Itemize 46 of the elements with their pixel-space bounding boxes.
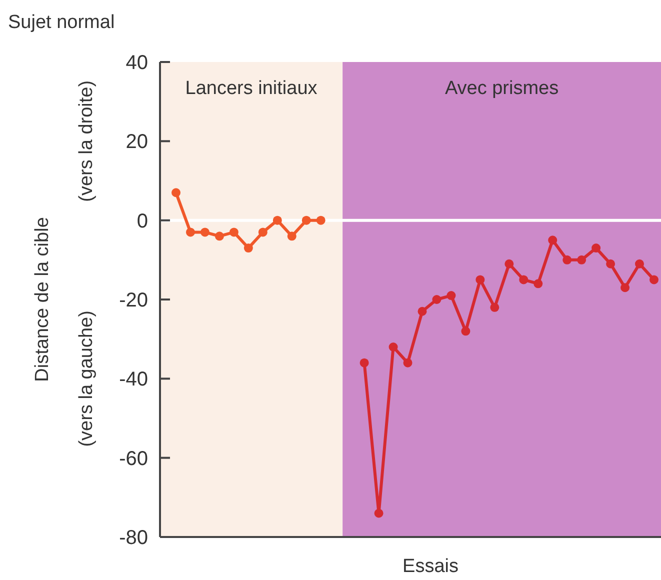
- point: [272, 216, 282, 225]
- point: [534, 279, 543, 288]
- point: [577, 255, 586, 264]
- point: [606, 259, 616, 268]
- point: [302, 216, 311, 225]
- point: [476, 275, 485, 284]
- point: [244, 244, 253, 253]
- point: [287, 232, 296, 241]
- point: [461, 326, 470, 336]
- annotation: Lancers initiaux: [185, 78, 318, 99]
- point: [403, 358, 412, 368]
- y-tick-label: -60: [119, 448, 148, 470]
- point: [214, 232, 224, 241]
- point: [592, 244, 601, 253]
- point: [316, 216, 326, 225]
- point: [504, 259, 514, 268]
- point: [418, 306, 427, 316]
- point: [490, 302, 500, 312]
- point: [562, 255, 572, 264]
- y-tick-label: 40: [126, 52, 148, 74]
- point: [360, 358, 369, 368]
- point: [200, 228, 210, 237]
- point: [186, 228, 195, 237]
- point: [446, 291, 456, 300]
- point: [432, 295, 442, 304]
- y-tick-label: -40: [119, 368, 148, 391]
- point: [519, 275, 528, 284]
- x-axis-title: Essais: [402, 556, 458, 577]
- point: [620, 283, 630, 292]
- chart-title: Sujet normal: [8, 12, 115, 33]
- y-tick-label: 0: [136, 210, 148, 232]
- point: [388, 342, 398, 352]
- point: [635, 259, 644, 268]
- point: [258, 228, 268, 237]
- text: (vers la droite): [76, 80, 97, 202]
- point: [650, 275, 658, 284]
- annotation: Avec prismes: [444, 78, 559, 99]
- y-axis-title: Distance de la cible: [32, 217, 53, 382]
- point: [374, 508, 384, 518]
- text: (vers la gauche): [76, 310, 97, 447]
- y-tick-label: -20: [119, 290, 148, 312]
- y-tick-label: 20: [126, 131, 148, 154]
- y-tick-label: -80: [119, 527, 148, 549]
- point: [229, 228, 238, 237]
- point: [172, 188, 180, 198]
- point: [548, 236, 558, 245]
